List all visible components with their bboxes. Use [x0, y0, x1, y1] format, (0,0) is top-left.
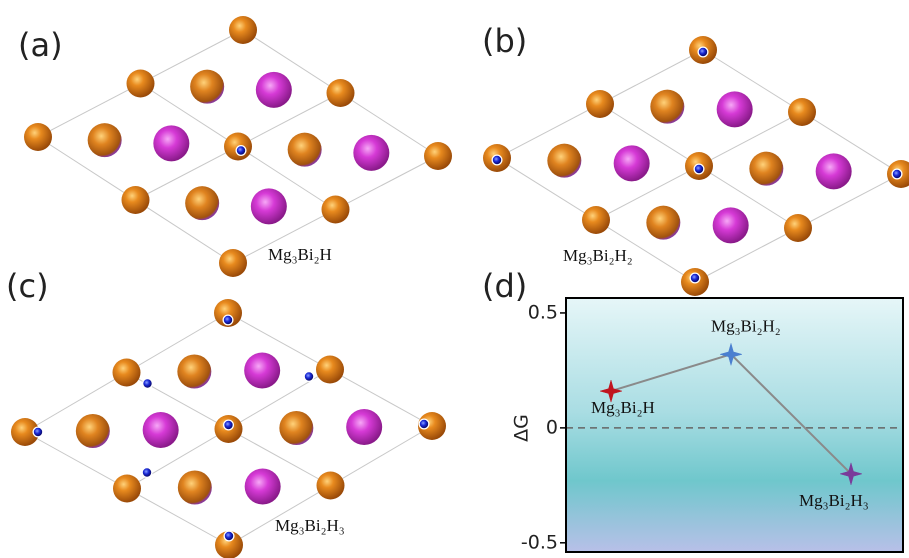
atom-mg	[127, 70, 155, 98]
atom-bi	[88, 123, 122, 157]
y-tick-label: 0	[546, 416, 558, 438]
atom-bi	[279, 411, 313, 445]
atom-mg	[614, 145, 650, 181]
atom-mg	[322, 196, 350, 224]
atom-bi	[76, 414, 110, 448]
atom-h	[420, 420, 428, 428]
atom-mg	[582, 206, 610, 234]
atom-h	[237, 146, 245, 154]
atom-mg	[153, 125, 189, 161]
atom-mg	[122, 186, 150, 214]
atom-mg	[346, 409, 382, 445]
atom-bi	[190, 70, 224, 104]
atom-mg	[113, 359, 141, 387]
atom-mg	[353, 135, 389, 171]
atom-mg	[717, 91, 753, 127]
plot-background	[566, 298, 903, 552]
atom-mg	[245, 469, 281, 505]
atom-h	[143, 379, 151, 387]
atom-h	[224, 421, 232, 429]
atom-mg	[219, 249, 247, 277]
atom-h	[224, 316, 232, 324]
formula-label: Mg₃Bi₂H₃	[275, 516, 345, 535]
point-label: Mg₃Bi₂H₂	[711, 316, 781, 335]
atom-mg	[317, 472, 345, 500]
panel-label: (d)	[482, 267, 527, 305]
atom-h	[695, 165, 703, 173]
atom-h	[893, 170, 901, 178]
atom-bi	[646, 206, 680, 240]
figure: (a) (b) (c) (d) Mg₃Bi₂H Mg₃Bi₂H₂ Mg₃Bi₂H…	[0, 0, 909, 558]
atom-mg	[113, 475, 141, 503]
atom-mg	[586, 90, 614, 118]
panel-label: (a)	[18, 26, 63, 64]
atom-bi	[288, 133, 322, 167]
atom-mg	[784, 214, 812, 242]
atom-bi	[650, 90, 684, 124]
atom-mg	[229, 16, 257, 44]
atom-h	[699, 48, 707, 56]
atom-h	[225, 532, 233, 540]
atom-mg	[424, 142, 452, 170]
panel-label: (b)	[482, 22, 527, 60]
atom-bi	[547, 144, 581, 178]
atom-h	[34, 428, 42, 436]
panel-label: (c)	[6, 267, 49, 305]
atom-mg	[788, 98, 816, 126]
atom-bi	[177, 355, 211, 389]
atom-h	[493, 156, 501, 164]
atom-mg	[24, 123, 52, 151]
formula-label: Mg₃Bi₂H₂	[563, 246, 633, 265]
atom-mg	[713, 207, 749, 243]
atom-bi	[185, 186, 219, 220]
y-tick-label: 0.5	[528, 301, 558, 323]
point-label: Mg₃Bi₂H₃	[799, 491, 869, 510]
chart: 0.5 0 -0.5 ΔG Mg₃Bi₂H Mg₃Bi₂H₂ Mg₃Bi₂H₃	[511, 298, 904, 553]
y-axis-label: ΔG	[511, 414, 533, 442]
atom-h	[691, 274, 699, 282]
atom-mg	[251, 188, 287, 224]
atom-mg	[143, 412, 179, 448]
formula-label: Mg₃Bi₂H	[268, 245, 332, 264]
y-tick-label: -0.5	[521, 531, 558, 553]
atom-mg	[244, 353, 280, 389]
atom-mg	[327, 79, 355, 107]
atom-mg	[256, 72, 292, 108]
atom-bi	[749, 152, 783, 186]
atom-mg	[316, 356, 344, 384]
atom-h	[305, 372, 313, 380]
atom-h	[143, 468, 151, 476]
atom-mg	[816, 153, 852, 189]
atom-bi	[178, 471, 212, 505]
point-label: Mg₃Bi₂H	[591, 398, 655, 417]
